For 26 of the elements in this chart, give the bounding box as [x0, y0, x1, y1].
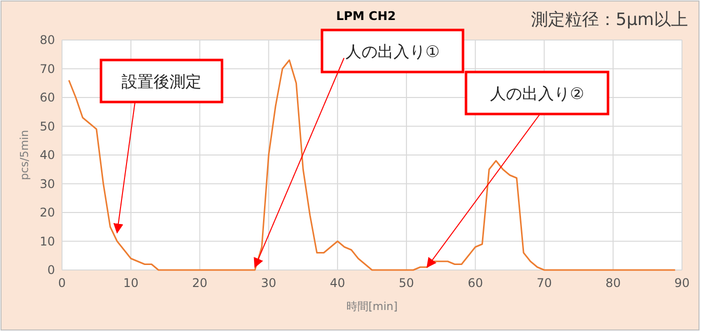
x-tick-label: 20: [192, 276, 208, 290]
y-tick-label: 30: [40, 176, 55, 191]
y-tick-label: 50: [40, 119, 55, 134]
x-tick-label: 80: [605, 276, 621, 290]
y-tick-label: 70: [40, 62, 55, 76]
x-tick-label: 30: [261, 276, 276, 290]
x-tick-label: 70: [536, 276, 552, 290]
y-tick-label: 60: [40, 90, 55, 104]
y-axis-title: pcs/5min: [18, 130, 31, 180]
x-tick-label: 90: [674, 276, 690, 290]
x-axis-title: 時間[min]: [346, 300, 398, 313]
y-tick-label: 10: [40, 234, 55, 248]
x-tick-label: 0: [58, 276, 66, 290]
x-tick-label: 10: [123, 276, 139, 290]
y-tick-label: 0: [47, 263, 55, 277]
annotation: 人の出入り①: [345, 42, 440, 61]
annotation: 設置後測定: [122, 72, 202, 91]
y-tick-label: 40: [40, 148, 55, 162]
y-tick-label: 20: [40, 206, 55, 220]
x-tick-label: 40: [330, 276, 346, 290]
chart-subtitle: 測定粒径：5μm以上: [530, 10, 688, 30]
annotation: 人の出入り②: [490, 84, 584, 103]
chart-title: LPM CH2: [336, 9, 396, 23]
x-tick-label: 60: [468, 276, 483, 290]
y-tick-label: 80: [40, 33, 55, 47]
x-tick-label: 50: [398, 276, 414, 290]
